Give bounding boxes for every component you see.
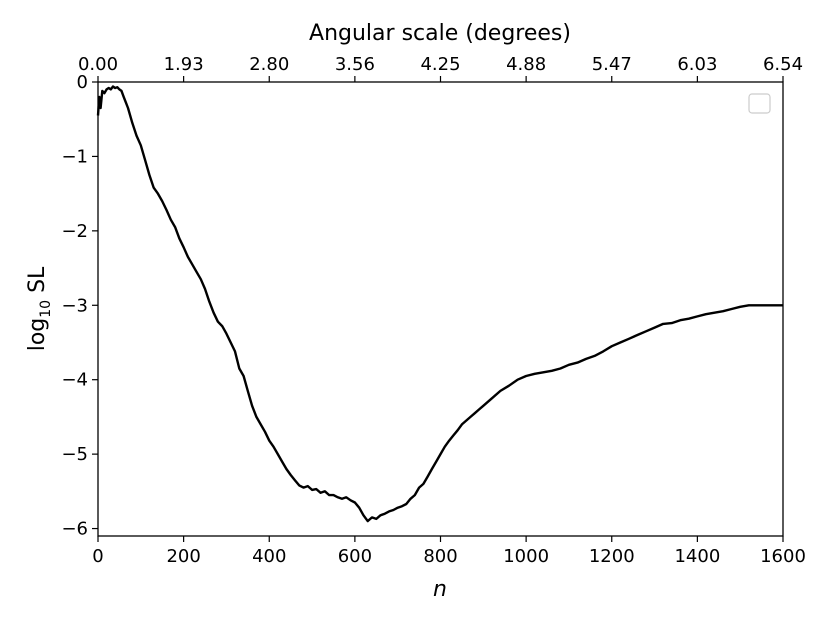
y-tick-label: −4 <box>61 370 88 391</box>
y-tick-label: −3 <box>61 295 88 316</box>
x-tick-label: 0 <box>92 546 103 567</box>
top-tick-label: 4.88 <box>506 54 546 75</box>
top-tick-label: 0.00 <box>78 54 118 75</box>
x-tick-label: 1600 <box>760 546 806 567</box>
x-axis-title: n <box>433 577 447 602</box>
plot-area <box>98 82 783 536</box>
y-tick-label: −6 <box>61 519 88 540</box>
y-axis-title-tail: SL <box>25 266 50 300</box>
top-tick-label: 3.56 <box>335 54 375 75</box>
series-line <box>96 85 783 523</box>
top-tick-label: 5.47 <box>592 54 632 75</box>
x-tick-label: 1000 <box>503 546 549 567</box>
top-tick-label: 6.03 <box>677 54 717 75</box>
top-tick-label: 4.25 <box>420 54 460 75</box>
x-tick-label: 1200 <box>589 546 635 567</box>
y-axis-ticks: 0 −1 −2 −3 −4 −5 −6 <box>61 72 98 540</box>
y-tick-label: −1 <box>61 146 88 167</box>
top-tick-label: 6.54 <box>763 54 803 75</box>
top-tick-label: 1.93 <box>164 54 204 75</box>
top-axis-ticks: 0.00 1.93 2.80 3.56 4.25 4.88 5.47 6.03 6.54 <box>78 54 803 82</box>
y-axis-title-subscript: 10 <box>38 300 54 318</box>
x-axis-ticks: 0 200 400 600 800 1000 1200 1400 1600 <box>92 536 806 567</box>
x-tick-label: 1400 <box>674 546 720 567</box>
x-tick-label: 200 <box>166 546 200 567</box>
top-axis-title: Angular scale (degrees) <box>309 21 571 46</box>
plot-frame <box>97 81 784 537</box>
x-tick-label: 600 <box>338 546 372 567</box>
legend-box <box>748 93 771 114</box>
top-tick-label: 2.80 <box>249 54 289 75</box>
y-tick-label: 0 <box>77 72 88 93</box>
y-axis-title: log10 SL <box>25 266 54 351</box>
y-tick-label: −2 <box>61 221 88 242</box>
x-tick-label: 400 <box>252 546 286 567</box>
y-axis-title-main: log <box>25 318 50 352</box>
y-tick-label: −5 <box>61 444 88 465</box>
x-tick-label: 800 <box>423 546 457 567</box>
